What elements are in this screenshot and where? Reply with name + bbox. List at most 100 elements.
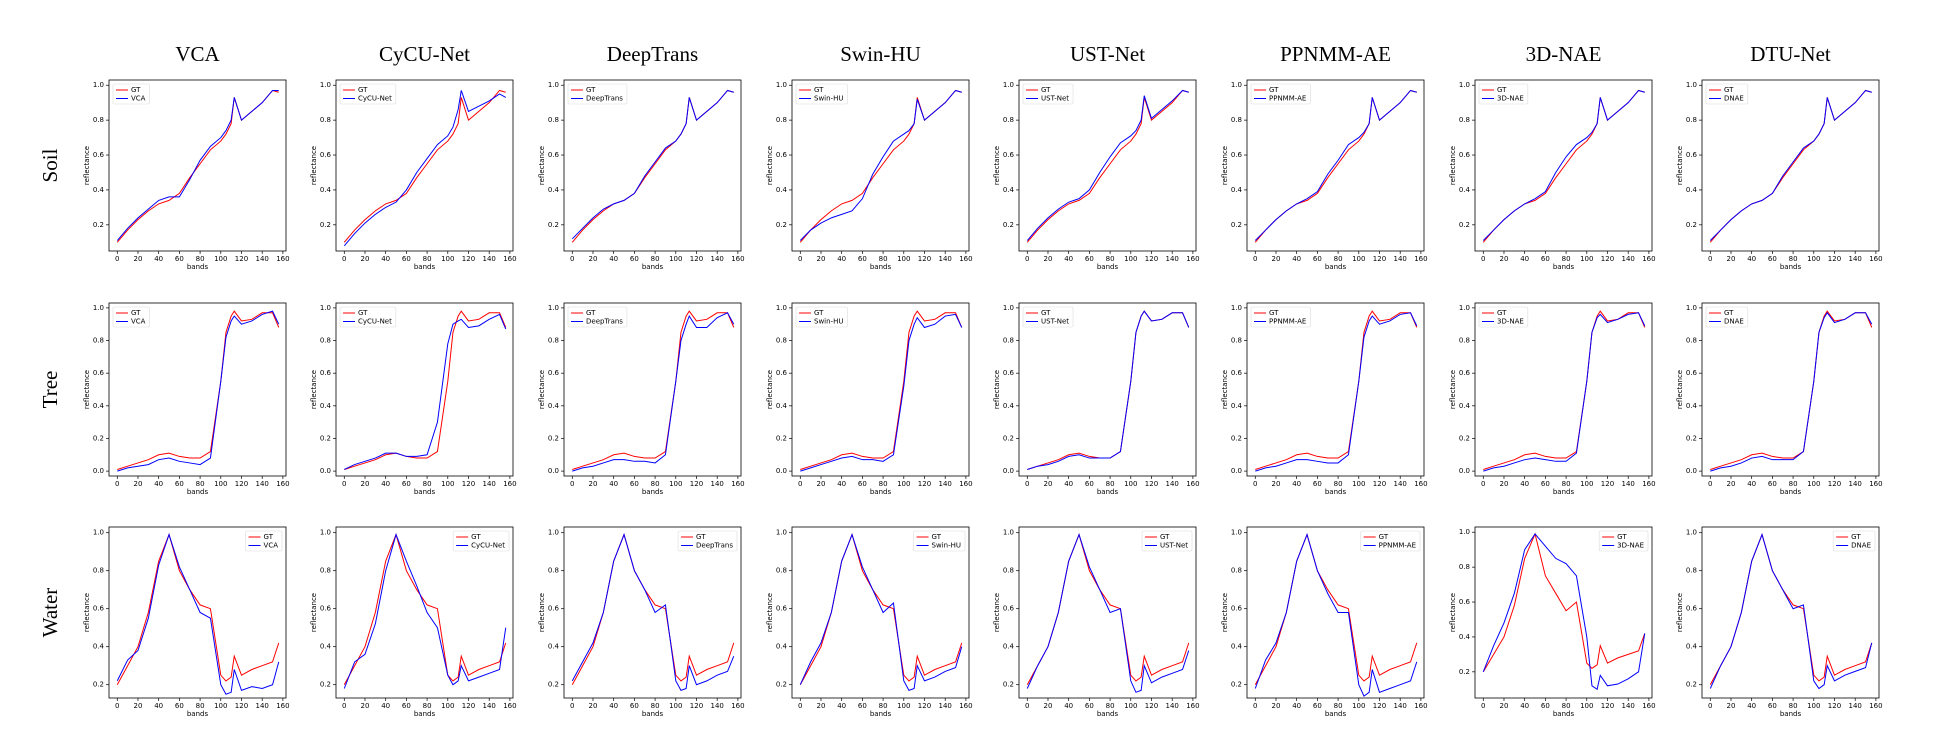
x-tick-label: 80 [423,255,432,263]
plot-frame [791,302,970,477]
x-tick-label: 40 [837,702,846,710]
legend-label: 3D-NAE [1497,318,1524,326]
y-tick-label: 0.6 [320,605,332,613]
y-tick-label: 0.8 [320,567,331,575]
plot-frame [1018,79,1197,252]
x-tick-label: 20 [1044,480,1053,488]
x-tick-label: 100 [1124,702,1137,710]
legend-label: 3D-NAE [1617,542,1644,550]
y-tick-label: 0.8 [548,567,559,575]
plot-frame [791,79,970,252]
legend-label: GT [1724,86,1734,94]
y-tick-label: 0.8 [776,337,787,345]
x-tick-label: 100 [214,255,227,263]
series-line [571,533,735,692]
series-line [1255,312,1418,472]
x-tick-label: 0 [1253,480,1257,488]
x-tick-label: 100 [214,480,227,488]
y-tick-label: 0.6 [93,605,105,613]
legend-label: GT [1497,86,1507,94]
panel: 0 20 40 60 80 100 120 140 160 0.0 0.2 0.4 0.6 0.8 1.0 b… [766,302,973,496]
x-tick-label: 160 [1642,480,1655,488]
x-axis-label: bands [1325,263,1347,271]
x-tick-label: 20 [817,255,826,263]
series-line [800,313,963,472]
x-tick-label: 20 [1500,480,1509,488]
y-tick-label: 0.4 [1003,402,1015,410]
y-tick-label: 1.0 [320,529,331,537]
y-tick-label: 0.2 [1459,221,1470,229]
y-tick-label: 1.0 [320,304,331,312]
y-tick-label: 0.4 [1231,402,1243,410]
y-tick-label: 0.2 [1003,434,1014,442]
legend-label: VCA [264,542,279,550]
y-axis-label: reflectance [993,146,1001,185]
y-tick-label: 0.0 [1003,467,1014,475]
legend-label: GT [1851,533,1861,541]
y-tick-label: 1.0 [320,81,331,89]
legend-label: GT [264,533,274,541]
x-tick-label: 80 [196,255,205,263]
x-tick-label: 20 [1272,255,1281,263]
x-tick-label: 80 [651,480,660,488]
x-axis-label: bands [187,710,209,718]
x-tick-label: 80 [1334,255,1343,263]
plot-frame [1474,302,1653,477]
x-tick-label: 140 [1849,480,1862,488]
x-tick-label: 60 [1085,255,1094,263]
panel: 0 20 40 60 80 100 120 140 160 0.0 0.2 0.4 0.6 0.8 1.0 b… [1676,302,1883,496]
x-tick-label: 0 [342,702,346,710]
row-label: Soil [38,148,62,182]
x-tick-label: 0 [570,255,574,263]
series-line [1482,533,1646,691]
x-tick-label: 120 [235,702,248,710]
x-tick-label: 0 [570,480,574,488]
x-tick-label: 80 [879,480,888,488]
x-tick-label: 120 [1828,255,1841,263]
panel: 0 20 40 60 80 100 120 140 160 0.2 0.4 0.6 0.8 1.0 band… [1221,526,1428,718]
y-tick-label: 0.2 [1686,681,1697,689]
y-tick-label: 0.6 [1003,605,1015,613]
x-tick-label: 20 [1272,480,1281,488]
panel: 0 20 40 60 80 100 120 140 160 0.0 0.2 0.4 0.6 0.8 1.0 b… [993,302,1200,496]
y-tick-label: 1.0 [1686,529,1697,537]
x-tick-label: 160 [276,480,289,488]
x-tick-label: 100 [1352,255,1365,263]
x-tick-label: 60 [630,255,639,263]
x-axis-label: bands [642,488,664,496]
x-tick-label: 20 [134,480,143,488]
y-tick-label: 0.8 [1231,567,1242,575]
series-line [117,310,280,472]
x-tick-label: 0 [798,255,802,263]
legend-label: UST-Net [1160,542,1188,550]
x-tick-label: 100 [669,255,682,263]
plot-frame [563,526,742,699]
x-tick-label: 40 [381,702,390,710]
y-tick-label: 0.4 [320,186,332,194]
x-tick-label: 140 [256,480,269,488]
legend-label: GT [358,309,368,317]
x-axis-label: bands [642,710,664,718]
x-tick-label: 0 [1481,255,1485,263]
x-tick-label: 60 [1541,480,1550,488]
y-tick-label: 0.4 [1686,402,1698,410]
y-axis-label: reflectance [83,370,91,409]
series-line [571,89,734,240]
x-tick-label: 0 [1025,255,1029,263]
y-tick-label: 0.8 [320,116,331,124]
x-axis-label: bands [414,710,436,718]
x-tick-label: 20 [1727,480,1736,488]
x-tick-label: 60 [402,702,411,710]
y-tick-label: 0.0 [93,467,104,475]
x-tick-label: 140 [1166,702,1179,710]
x-tick-label: 140 [1166,255,1179,263]
x-axis-label: bands [870,710,892,718]
x-tick-label: 100 [441,480,454,488]
x-tick-label: 160 [1642,255,1655,263]
legend-label: GT [1724,309,1734,317]
y-tick-label: 0.6 [1003,369,1015,377]
legend-label: DeepTrans [696,542,733,550]
x-tick-label: 20 [134,255,143,263]
x-tick-label: 60 [1768,480,1777,488]
x-tick-label: 120 [235,480,248,488]
